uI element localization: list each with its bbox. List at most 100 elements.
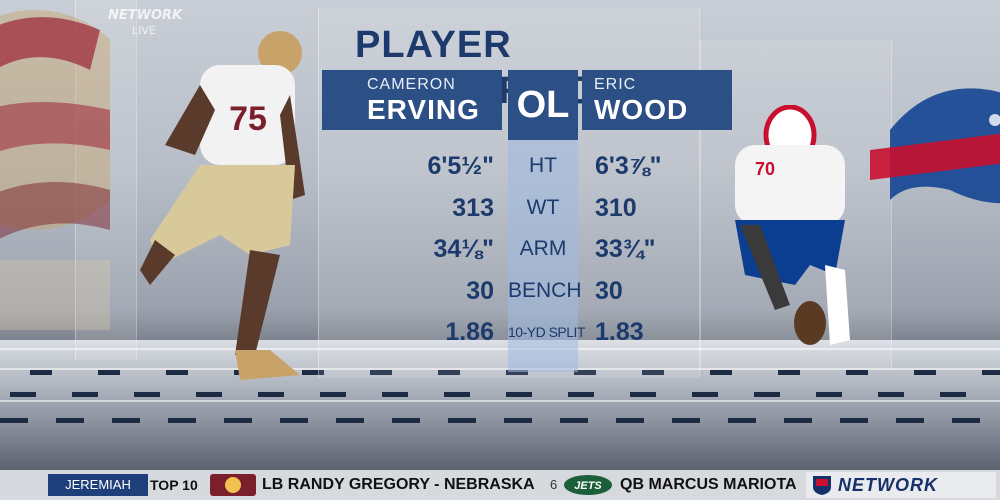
- floor-dash: [616, 418, 644, 423]
- floor-dash: [506, 392, 532, 397]
- jets-icon: JETS: [564, 475, 612, 495]
- ticker-label: JEREMIAH MOCK: [48, 474, 148, 500]
- ticker-pick-number: 6: [550, 477, 558, 492]
- floor-line: [0, 400, 1000, 402]
- floor-dash: [952, 418, 980, 423]
- stat-row-split: 1.86 10-YD SPLIT 1.83: [360, 314, 720, 350]
- left-value: 30: [466, 277, 494, 305]
- position-label: OL: [508, 70, 578, 140]
- left-value: 34⅛": [433, 235, 494, 263]
- stat-label: ARM: [519, 237, 567, 260]
- left-player-name-box: CAMERON ERVING: [322, 70, 502, 130]
- floor-dash: [10, 392, 36, 397]
- floor-dash: [778, 370, 800, 375]
- football-icon: [794, 301, 826, 345]
- floor-dash: [0, 418, 28, 423]
- right-value: 310: [595, 194, 637, 222]
- stat-row-height: 6'5½" HT 6'3⅞": [360, 148, 720, 184]
- floor-line: [0, 348, 1000, 350]
- seminoles-logo: [0, 10, 110, 330]
- floor-line: [0, 368, 1000, 370]
- left-value: 6'5½": [427, 152, 494, 180]
- floor-dash: [448, 418, 476, 423]
- floor-dash: [392, 418, 420, 423]
- nfl-shield-icon: [813, 476, 831, 495]
- left-value: 313: [452, 194, 494, 222]
- floor-dash: [224, 418, 252, 423]
- helmet-icon: [258, 31, 302, 75]
- floor-dash: [878, 392, 904, 397]
- right-player-name-box: ERIC WOOD: [582, 70, 732, 130]
- floor-dash: [196, 392, 222, 397]
- left-player-last-name: ERVING: [367, 94, 480, 125]
- network-logo-text: NETWORK: [838, 475, 938, 495]
- floor-dash: [168, 418, 196, 423]
- floor-dash: [846, 370, 868, 375]
- floor-dash: [370, 370, 392, 375]
- floor-dash: [30, 370, 52, 375]
- studio-floor: [0, 340, 1000, 470]
- watermark-network: NETWORK: [108, 8, 183, 23]
- stat-row-weight: 313 WT 310: [360, 190, 720, 226]
- floor-dash: [56, 418, 84, 423]
- floor-dash: [754, 392, 780, 397]
- floor-dash: [504, 418, 532, 423]
- ticker-pick-right: QB MARCUS MARIOTA: [620, 476, 797, 493]
- redskins-icon: [210, 474, 256, 496]
- floor-dash: [320, 392, 346, 397]
- floor-dash: [816, 392, 842, 397]
- stat-label-column: [508, 140, 578, 372]
- floor-dash: [444, 392, 470, 397]
- stat-row-bench: 30 BENCH 30: [360, 273, 720, 309]
- right-value: 6'3⅞": [595, 152, 662, 180]
- player-left-figure: 75: [140, 31, 305, 380]
- floor-dash: [336, 418, 364, 423]
- jersey-number: 70: [755, 159, 775, 179]
- floor-dash: [672, 418, 700, 423]
- player-right-figure: 70: [735, 105, 850, 345]
- floor-dash: [982, 370, 1000, 375]
- stat-label: HT: [529, 154, 557, 177]
- floor-dash: [642, 370, 664, 375]
- floor-dash: [382, 392, 408, 397]
- right-value: 30: [595, 277, 623, 305]
- stat-label: BENCH: [508, 279, 582, 302]
- floor-dash: [728, 418, 756, 423]
- right-player-last-name: WOOD: [594, 94, 689, 125]
- floor-dash: [438, 370, 460, 375]
- left-value: 1.86: [445, 318, 494, 346]
- jets-wordmark: JETS: [574, 480, 602, 492]
- stat-row-arm: 34⅛" ARM 33¾": [360, 231, 720, 267]
- network-logo: NETWORK: [806, 472, 996, 498]
- floor-dash: [710, 370, 732, 375]
- right-value: 1.83: [595, 318, 644, 346]
- right-player-first-name: ERIC: [594, 76, 637, 93]
- floor-dash: [914, 370, 936, 375]
- floor-dash: [840, 418, 868, 423]
- floor-dash: [134, 392, 160, 397]
- floor-dash: [896, 418, 924, 423]
- graphic-title: PLAYER COMPARISON: [355, 24, 623, 112]
- floor-dash: [112, 418, 140, 423]
- jersey-icon: [200, 65, 295, 165]
- jersey-number: 75: [229, 100, 267, 138]
- floor-dash: [940, 392, 966, 397]
- ticker-top10: TOP 10: [150, 477, 198, 493]
- watermark-live: LIVE: [132, 24, 156, 37]
- floor-dash: [692, 392, 718, 397]
- bottom-ticker: JEREMIAH MOCK TOP 10 LB RANDY GREGORY - …: [0, 470, 1000, 500]
- floor-dash: [568, 392, 594, 397]
- pants-icon: [150, 165, 295, 265]
- floor-dash: [574, 370, 596, 375]
- bills-logo: [870, 88, 1000, 204]
- floor-dash: [506, 370, 528, 375]
- floor-dash: [784, 418, 812, 423]
- floor-dash: [280, 418, 308, 423]
- right-value: 33¾": [595, 235, 656, 263]
- ticker-pick-left: LB RANDY GREGORY - NEBRASKA: [262, 476, 535, 493]
- floor-dash: [302, 370, 324, 375]
- floor-dash: [630, 392, 656, 397]
- jersey-icon: [735, 145, 845, 225]
- floor-dash: [560, 418, 588, 423]
